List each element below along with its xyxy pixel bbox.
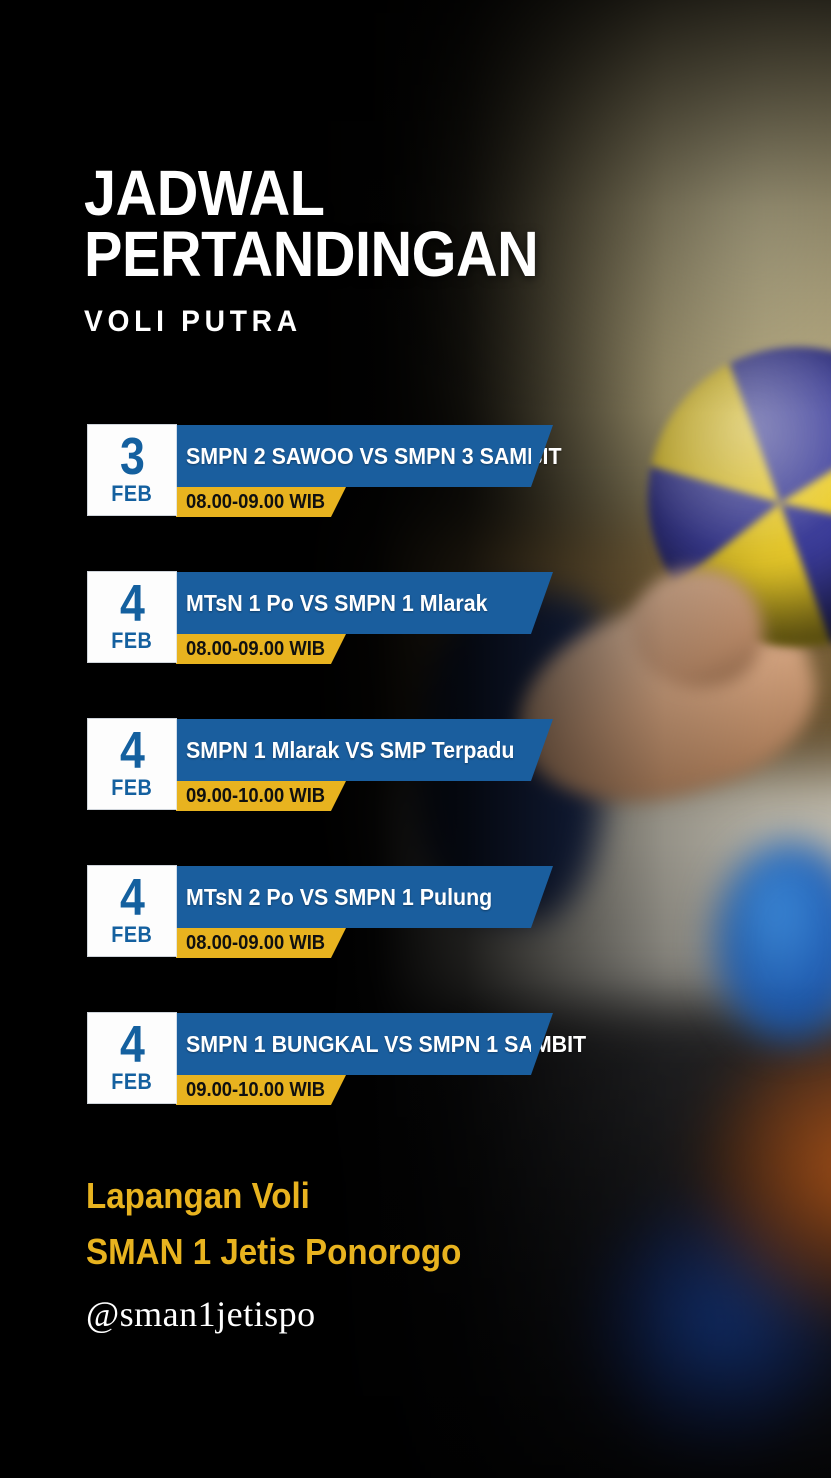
date-box: 4 FEB: [88, 1013, 176, 1103]
time-label: 08.00-09.00 WIB: [186, 637, 326, 660]
date-box: 4 FEB: [88, 866, 176, 956]
time-label: 09.00-10.00 WIB: [186, 1078, 326, 1101]
time-banner: 09.00-10.00 WIB: [176, 781, 346, 811]
match-label: MTsN 2 Po VS SMPN 1 Pulung: [186, 883, 493, 910]
time-label: 08.00-09.00 WIB: [186, 931, 326, 954]
match-banner: MTsN 1 Po VS SMPN 1 Mlarak: [176, 572, 553, 634]
schedule-row: 4 FEB MTsN 1 Po VS SMPN 1 Mlarak 08.00-09.0…: [0, 572, 831, 664]
date-month: FEB: [111, 1068, 153, 1094]
match-banner: SMPN 1 Mlarak VS SMP Terpadu: [176, 719, 553, 781]
match-label: SMPN 1 BUNGKAL VS SMPN 1 SAMBIT: [186, 1030, 587, 1057]
venue-line-1: Lapangan Voli: [86, 1175, 310, 1216]
date-month: FEB: [111, 480, 153, 506]
match-label: SMPN 1 Mlarak VS SMP Terpadu: [186, 736, 515, 763]
match-label: MTsN 1 Po VS SMPN 1 Mlarak: [186, 589, 488, 616]
match-banner: SMPN 2 SAWOO VS SMPN 3 SAMBIT: [176, 425, 562, 487]
date-day: 3: [119, 428, 145, 487]
date-box: 4 FEB: [88, 572, 176, 662]
date-box: 3 FEB: [88, 425, 176, 515]
date-month: FEB: [111, 627, 153, 653]
date-box: 4 FEB: [88, 719, 176, 809]
date-month: FEB: [111, 921, 153, 947]
match-label: SMPN 2 SAWOO VS SMPN 3 SAMBIT: [186, 442, 562, 469]
social-handle: @sman1jetispo: [86, 1294, 316, 1334]
schedule-list: 3 FEB SMPN 2 SAWOO VS SMPN 3 SAMBIT 08.00-0…: [0, 425, 831, 1160]
date-month: FEB: [111, 774, 153, 800]
subtitle: VOLI PUTRA: [84, 304, 302, 338]
title-line-2: PERTANDINGAN: [84, 217, 539, 290]
date-day: 4: [119, 722, 145, 781]
schedule-row: 4 FEB SMPN 1 BUNGKAL VS SMPN 1 SAMBIT 09.00…: [0, 1013, 831, 1105]
page-title: JADWAL PERTANDINGAN VOLI PUTRA: [84, 157, 589, 339]
schedule-row: 4 FEB SMPN 1 Mlarak VS SMP Terpadu 09.00-10…: [0, 719, 831, 811]
schedule-row: 4 FEB MTsN 2 Po VS SMPN 1 Pulung 08.00-09.0…: [0, 866, 831, 958]
venue-line-2: SMAN 1 Jetis Ponorogo: [86, 1230, 462, 1272]
match-banner: MTsN 2 Po VS SMPN 1 Pulung: [176, 866, 553, 928]
date-day: 4: [119, 575, 145, 634]
time-label: 09.00-10.00 WIB: [186, 784, 326, 807]
title-line-1: JADWAL: [84, 157, 325, 229]
time-label: 08.00-09.00 WIB: [186, 490, 326, 513]
venue-block: Lapangan Voli SMAN 1 Jetis Ponorogo: [86, 1168, 494, 1280]
match-banner: SMPN 1 BUNGKAL VS SMPN 1 SAMBIT: [176, 1013, 586, 1075]
schedule-row: 3 FEB SMPN 2 SAWOO VS SMPN 3 SAMBIT 08.00-0…: [0, 425, 831, 517]
date-day: 4: [119, 869, 145, 928]
date-day: 4: [119, 1016, 145, 1075]
time-banner: 08.00-09.00 WIB: [176, 487, 346, 517]
time-banner: 08.00-09.00 WIB: [176, 928, 346, 958]
time-banner: 08.00-09.00 WIB: [176, 634, 346, 664]
time-banner: 09.00-10.00 WIB: [176, 1075, 346, 1105]
